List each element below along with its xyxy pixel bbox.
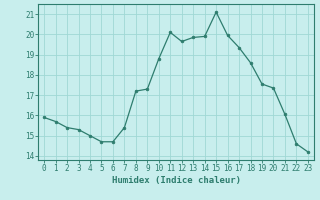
X-axis label: Humidex (Indice chaleur): Humidex (Indice chaleur) [111,176,241,185]
